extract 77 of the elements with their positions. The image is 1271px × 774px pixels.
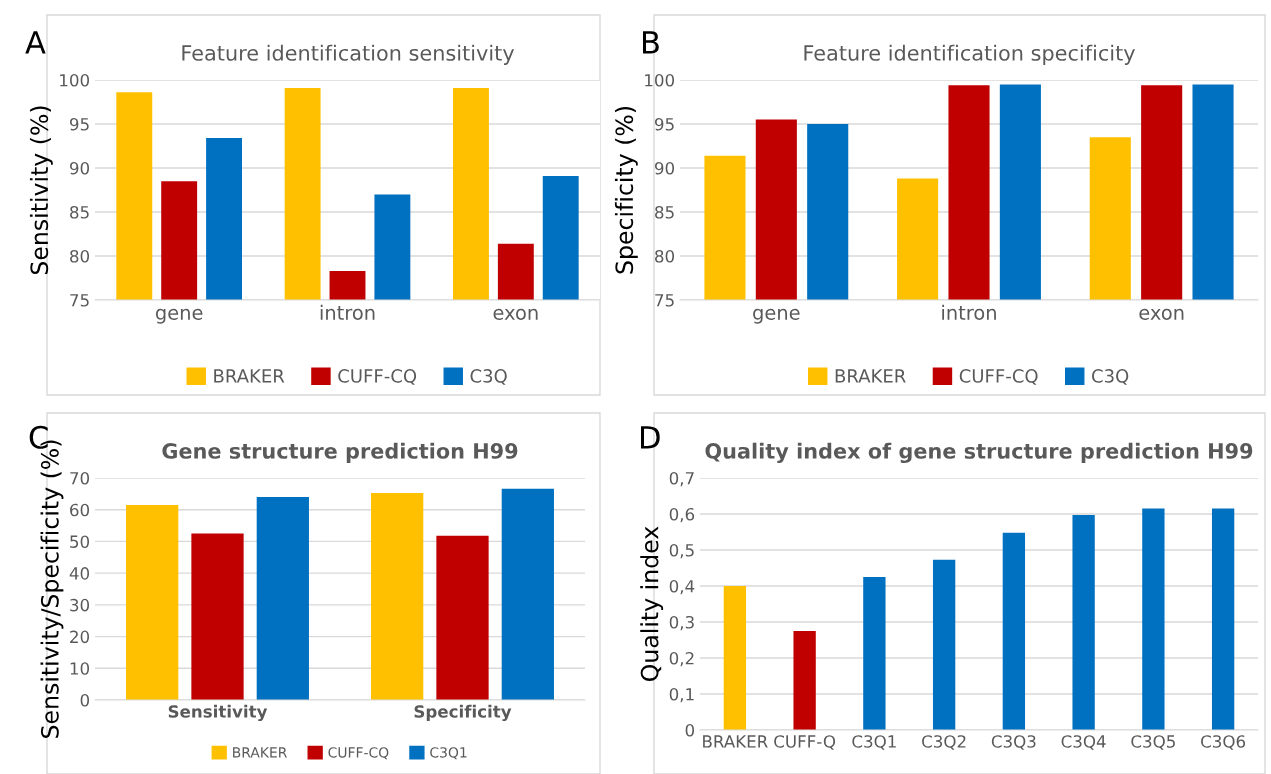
text: D [641,426,660,449]
y-tick-label: 20 [70,630,90,644]
bar [1002,532,1026,730]
bar [723,586,747,730]
x-tick-label: Specificity [414,704,512,722]
y-tick-label: 30 [70,598,90,612]
y-tick-label: 85 [70,205,89,219]
chart-title: Quality index of gene structure prediction H99 [705,442,1253,464]
y-tick-label: 0 [80,693,90,707]
text: B [643,31,659,54]
y-tick-label: 0,5 [669,543,694,559]
y-tick-label: 0,2 [669,651,694,667]
x-tick-label: C3Q4 [1061,735,1106,750]
y-tick-label: 0,7 [669,471,694,487]
text: A [25,31,46,54]
bar [126,504,179,700]
y-tick-label: 0,6 [669,507,695,523]
x-tick-label: C3Q1 [852,735,896,750]
y-tick-label: 95 [654,117,674,131]
chart-title: Feature identification specificity [804,44,1135,65]
bar [863,577,886,730]
x-tick-label: CUFF-Q [774,735,836,750]
x-tick-label: intron [320,304,375,320]
y-tick-label: 40 [69,567,90,580]
y-tick-label: 50 [70,535,90,548]
x-tick-label: gene [155,308,203,324]
y-tick-label: 60 [70,503,90,517]
y-axis-title: Quality index [640,526,664,681]
legend-label: C3Q1 [430,747,467,760]
x-tick-label: exon [1139,308,1184,320]
y-tick-label: 90 [69,161,90,175]
y-tick-label: 90 [654,161,675,175]
y-tick-label: 100 [60,73,90,87]
x-tick-label: Sensitivity [168,704,268,722]
x-tick-label: C3Q3 [991,735,1036,750]
legend-label: BRAKER [835,369,906,383]
x-tick-label: C3Q5 [1131,735,1175,750]
y-tick-label: 75 [655,294,674,307]
y-tick-label: 0,4 [669,579,695,595]
bar [932,559,956,730]
legend-label: CUFF-CQ [959,369,1038,385]
bar [371,492,424,700]
chart-title: Gene structure prediction H99 [162,442,518,463]
bar [1072,515,1095,730]
x-tick-label: intron [942,304,996,320]
x-tick-label: C3Q6 [1201,735,1246,750]
y-tick-label: 80 [655,249,675,263]
legend-label: CUFF-CQ [328,747,389,760]
x-tick-label: C3Q2 [922,735,966,750]
legend-label: CUFF-CQ [338,369,417,385]
y-tick-label: 70 [70,471,90,485]
legend-label: C3Q [1092,369,1129,385]
bar [436,535,489,700]
x-tick-label: gene [753,308,800,324]
y-tick-label: 85 [655,205,674,219]
legend-label: BRAKER [233,747,287,758]
y-tick-label: 0 [685,723,695,737]
y-tick-label: 75 [70,294,89,307]
bar [1211,508,1235,730]
bar [501,488,554,700]
chart-title: Feature identification sensitivity [182,44,515,65]
y-axis-title: Specificity (%) [614,107,638,274]
bar [191,533,244,700]
bar [256,497,309,700]
y-tick-label: 80 [70,249,90,263]
x-tick-label: BRAKER [703,735,768,748]
x-tick-label: exon [493,308,538,320]
bar [1142,508,1165,730]
y-tick-label: 10 [70,662,90,675]
bar [793,631,816,730]
y-tick-label: 0,1 [669,687,694,703]
legend-label: C3Q [470,369,507,385]
legend-label: BRAKER [214,369,285,383]
y-axis-title: Sensitivity (%) [29,106,53,275]
y-tick-label: 100 [645,73,675,87]
y-tick-label: 95 [69,117,89,131]
y-tick-label: 0,3 [669,615,694,631]
